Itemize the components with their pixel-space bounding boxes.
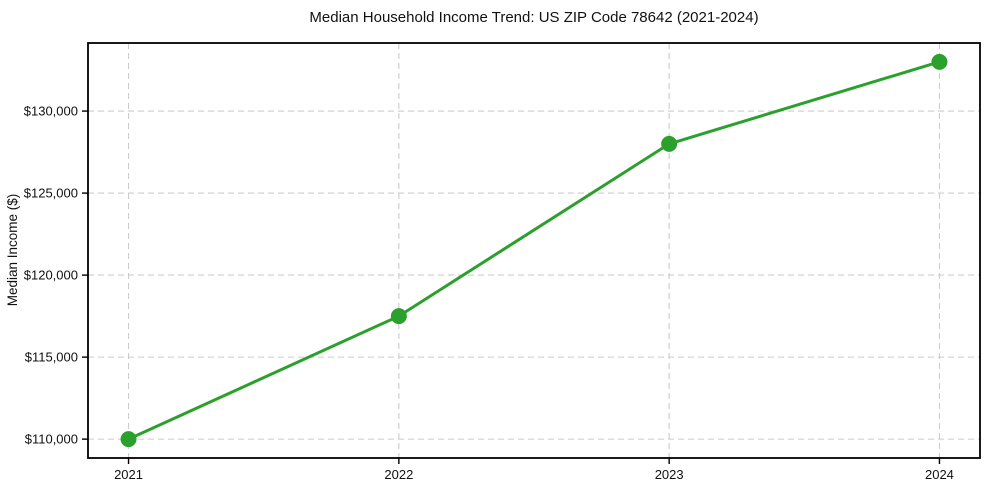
data-point	[120, 431, 137, 448]
plot-area: $110,000 $115,000 $120,000 $125,000 $130,000…	[24, 42, 981, 482]
y-axis-label: Median Income ($)	[5, 194, 20, 307]
trend-line	[127, 60, 941, 441]
y-tick-label: $115,000	[25, 350, 78, 365]
plot-border	[87, 42, 981, 459]
y-tick-label: $120,000	[24, 268, 78, 283]
x-tick-label: 2022	[384, 467, 413, 482]
x-tick-label: 2021	[114, 467, 143, 482]
y-tick-label: $125,000	[24, 186, 78, 201]
data-point	[390, 308, 407, 325]
chart-title: Median Household Income Trend: US ZIP Co…	[309, 9, 758, 26]
y-tick-label: $110,000	[25, 432, 78, 447]
data-point	[931, 53, 948, 70]
data-point	[661, 135, 678, 152]
x-tick-label: 2023	[655, 467, 684, 482]
y-tick-label: $130,000	[24, 104, 78, 119]
x-tick-label: 2024	[925, 467, 954, 482]
